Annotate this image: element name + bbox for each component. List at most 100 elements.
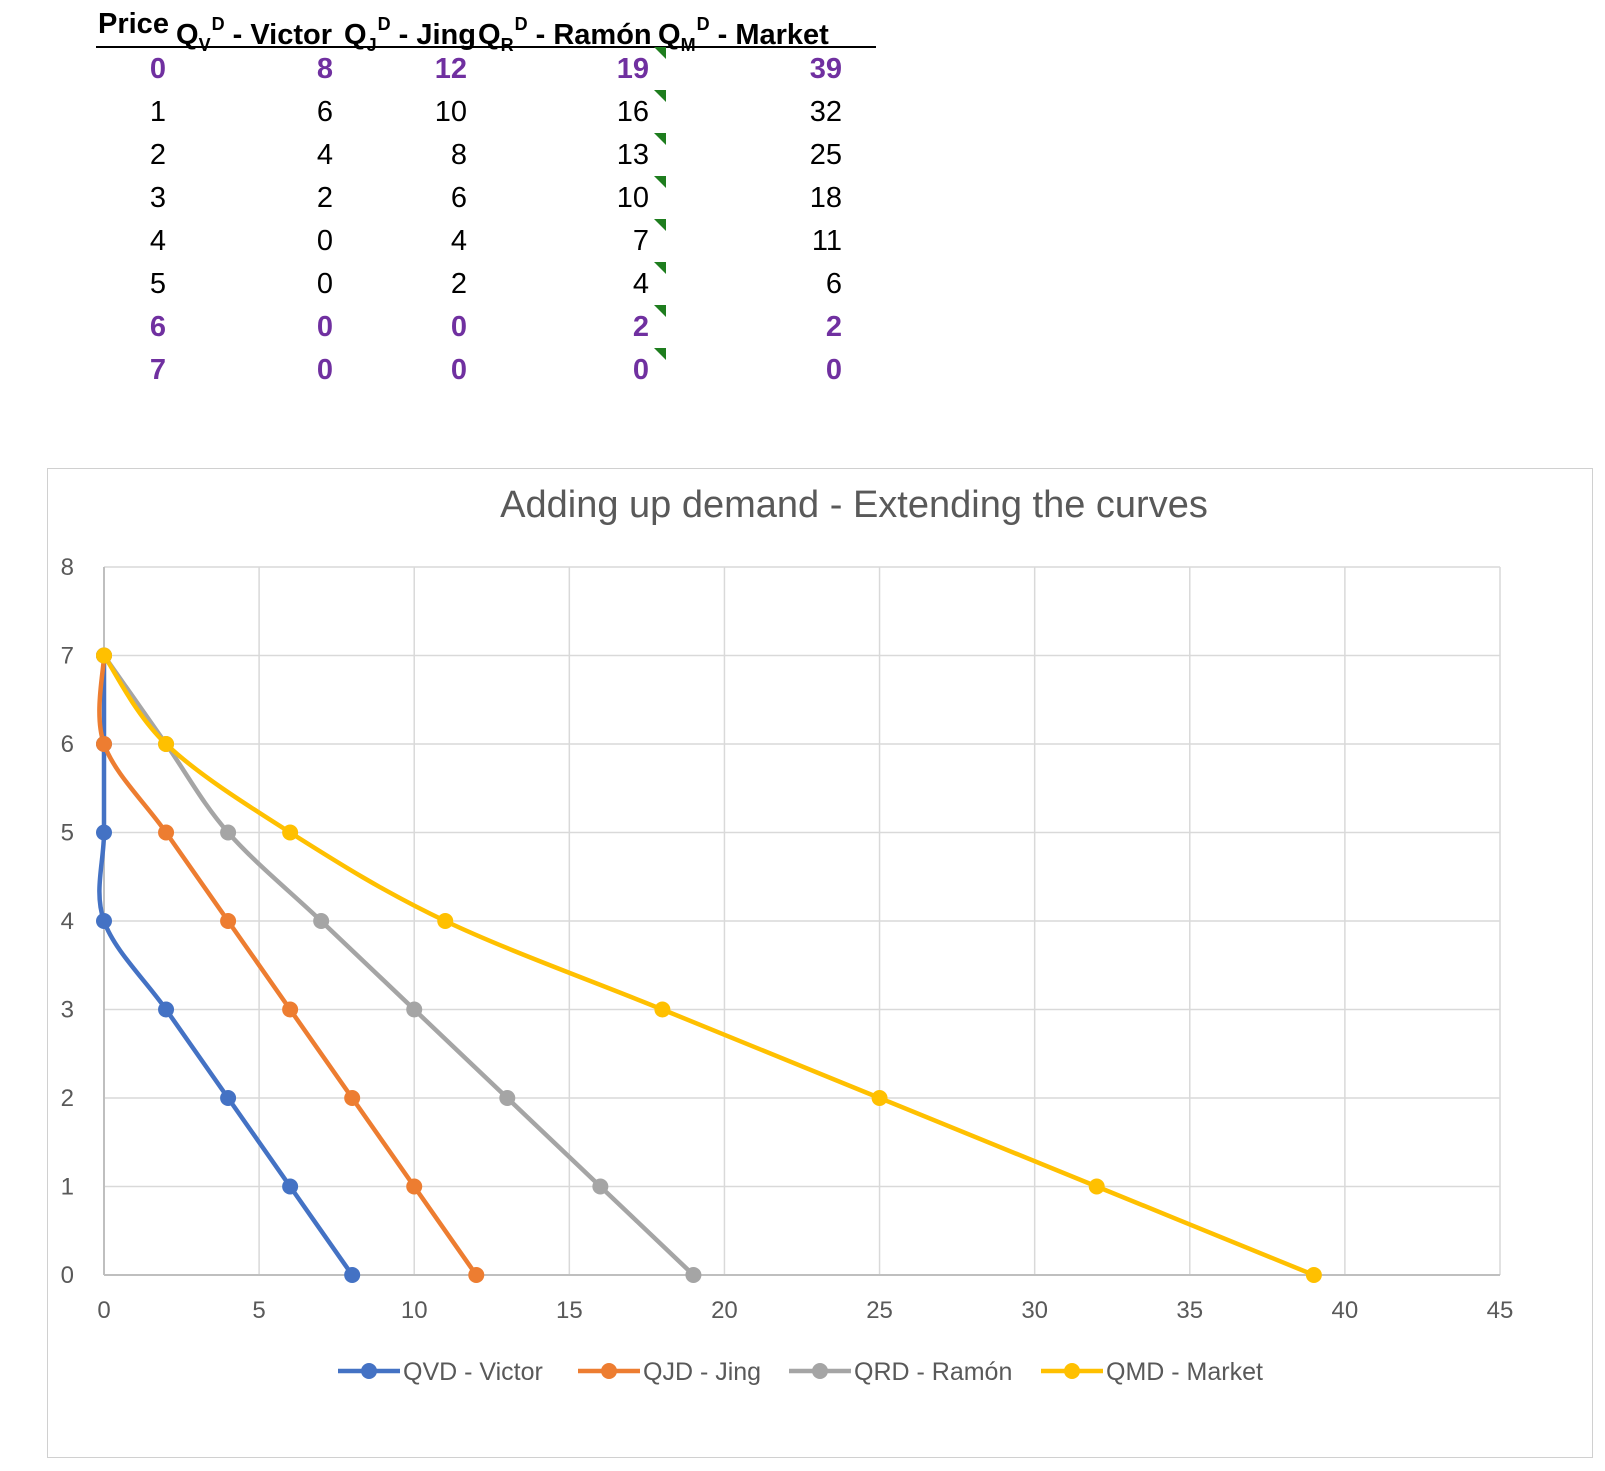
cell-note-indicator xyxy=(654,176,666,188)
y-tick-label: 2 xyxy=(61,1085,74,1112)
table-cell[interactable]: 32 xyxy=(809,96,842,128)
table-cell[interactable]: 10 xyxy=(616,182,649,214)
table-cell[interactable]: 6 xyxy=(825,268,842,300)
cell-note-indicator xyxy=(654,219,666,231)
data-point xyxy=(871,1090,888,1106)
legend-marker xyxy=(601,1363,617,1379)
legend-marker xyxy=(361,1363,377,1379)
x-tick-label: 5 xyxy=(252,1297,265,1324)
x-tick-label: 15 xyxy=(556,1297,583,1324)
data-point xyxy=(158,1001,175,1018)
table-cell[interactable]: 2 xyxy=(632,311,649,343)
data-point xyxy=(1305,1267,1322,1283)
table-cell[interactable]: 0 xyxy=(316,354,333,386)
table-cell[interactable]: 18 xyxy=(809,182,842,214)
header-text: - Jing xyxy=(390,19,476,51)
table-cell[interactable]: 12 xyxy=(434,53,467,85)
data-point xyxy=(96,647,112,664)
data-point xyxy=(1088,1178,1105,1195)
table-cell[interactable]: 6 xyxy=(149,311,166,343)
column-header: QVD - Victor xyxy=(176,4,332,55)
column-header: Price xyxy=(98,4,169,44)
table-cell[interactable]: 2 xyxy=(825,311,842,343)
y-tick-label: 3 xyxy=(61,997,74,1024)
table-cell[interactable]: 7 xyxy=(149,354,166,386)
x-tick-label: 0 xyxy=(97,1297,110,1324)
header-superscript: D xyxy=(514,14,528,34)
table-cell[interactable]: 1 xyxy=(149,96,166,128)
data-point xyxy=(282,824,299,841)
table-cell[interactable]: 4 xyxy=(316,139,333,171)
table-cell[interactable]: 13 xyxy=(616,139,649,171)
table-cell[interactable]: 0 xyxy=(316,225,333,257)
table-cell[interactable]: 2 xyxy=(450,268,467,300)
table-cell[interactable]: 4 xyxy=(450,225,467,257)
table-cell[interactable]: 0 xyxy=(825,354,842,386)
header-text: - Victor xyxy=(224,19,333,51)
header-subscript: V xyxy=(198,35,211,55)
table-cell[interactable]: 19 xyxy=(616,53,649,85)
data-point xyxy=(96,824,112,841)
data-point xyxy=(654,1001,671,1018)
data-point xyxy=(344,1267,361,1283)
table-cell[interactable]: 10 xyxy=(434,96,467,128)
series-line xyxy=(97,653,355,1278)
table-cell[interactable]: 0 xyxy=(632,354,649,386)
y-tick-label: 0 xyxy=(61,1262,74,1289)
data-point xyxy=(220,1090,237,1106)
header-subscript: M xyxy=(680,35,696,55)
table-cell[interactable]: 16 xyxy=(616,96,649,128)
data-point xyxy=(282,1001,299,1018)
column-header: QMD - Market xyxy=(658,4,829,55)
data-point xyxy=(344,1090,361,1106)
header-subscript: R xyxy=(500,35,514,55)
legend-label: QRD - Ramón xyxy=(854,1358,1012,1386)
line-chart: Adding up demand - Extending the curves 0… xyxy=(61,484,1514,1386)
table-cell[interactable]: 0 xyxy=(450,311,467,343)
x-tick-label: 40 xyxy=(1332,1297,1359,1324)
data-point xyxy=(406,1001,423,1018)
table-cell[interactable]: 39 xyxy=(809,53,842,85)
data-point xyxy=(313,913,330,929)
data-point xyxy=(220,824,237,841)
table-cell[interactable]: 0 xyxy=(316,268,333,300)
table-cell[interactable]: 11 xyxy=(811,225,842,257)
y-tick-label: 5 xyxy=(61,820,74,847)
table-cell[interactable]: 6 xyxy=(316,96,333,128)
x-tick-label: 35 xyxy=(1176,1297,1203,1324)
table-cell[interactable]: 2 xyxy=(149,139,166,171)
table-cell[interactable]: 25 xyxy=(809,139,842,171)
y-tick-label: 6 xyxy=(61,731,74,758)
cell-note-indicator xyxy=(654,348,666,360)
header-text: Price xyxy=(98,8,169,40)
x-tick-label: 45 xyxy=(1487,1297,1514,1324)
x-tick-label: 25 xyxy=(866,1297,893,1324)
table-cell[interactable]: 4 xyxy=(149,225,166,257)
series-line xyxy=(101,653,696,1278)
table-cell[interactable]: 0 xyxy=(149,53,166,85)
data-point xyxy=(282,1178,299,1195)
table-cell[interactable]: 8 xyxy=(316,53,333,85)
table-cell[interactable]: 6 xyxy=(450,182,467,214)
data-point xyxy=(220,913,237,929)
legend-marker xyxy=(812,1363,828,1379)
x-tick-label: 10 xyxy=(401,1297,428,1324)
data-point xyxy=(592,1178,609,1195)
table-cell[interactable]: 7 xyxy=(632,225,649,257)
data-point xyxy=(158,736,175,752)
table-cell[interactable]: 8 xyxy=(450,139,467,171)
series-line xyxy=(97,653,479,1278)
table-cell[interactable]: 4 xyxy=(632,268,649,300)
y-tick-label: 4 xyxy=(61,908,74,935)
table-cell[interactable]: 3 xyxy=(149,182,166,214)
table-cell[interactable]: 2 xyxy=(316,182,333,214)
y-tick-label: 7 xyxy=(61,643,74,670)
table-cell[interactable]: 0 xyxy=(316,311,333,343)
table-cell[interactable]: 0 xyxy=(450,354,467,386)
header-text: Q xyxy=(478,19,501,51)
header-superscript: D xyxy=(211,14,225,34)
data-point xyxy=(499,1090,516,1106)
x-tick-label: 20 xyxy=(711,1297,738,1324)
header-text: Q xyxy=(658,19,681,51)
table-cell[interactable]: 5 xyxy=(149,268,166,300)
